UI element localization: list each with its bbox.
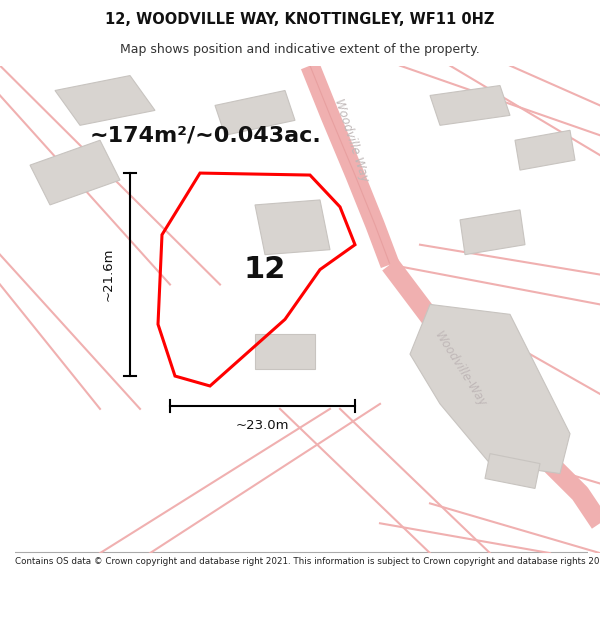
- Polygon shape: [255, 200, 330, 254]
- Polygon shape: [460, 210, 525, 254]
- Polygon shape: [30, 140, 120, 205]
- Polygon shape: [55, 76, 155, 126]
- Polygon shape: [485, 454, 540, 489]
- Text: ~23.0m: ~23.0m: [236, 419, 289, 432]
- Polygon shape: [430, 86, 510, 126]
- Text: Woodville-Way: Woodville-Way: [431, 329, 488, 409]
- Text: ~21.6m: ~21.6m: [101, 248, 115, 301]
- Polygon shape: [215, 91, 295, 135]
- Polygon shape: [515, 130, 575, 170]
- Polygon shape: [255, 334, 315, 369]
- Text: Map shows position and indicative extent of the property.: Map shows position and indicative extent…: [120, 42, 480, 56]
- Text: 12: 12: [244, 255, 286, 284]
- Text: Woodville Way: Woodville Way: [332, 97, 371, 184]
- Text: Contains OS data © Crown copyright and database right 2021. This information is : Contains OS data © Crown copyright and d…: [15, 558, 600, 566]
- Text: ~174m²/~0.043ac.: ~174m²/~0.043ac.: [89, 125, 321, 145]
- Text: 12, WOODVILLE WAY, KNOTTINGLEY, WF11 0HZ: 12, WOODVILLE WAY, KNOTTINGLEY, WF11 0HZ: [106, 12, 494, 27]
- Polygon shape: [410, 304, 570, 474]
